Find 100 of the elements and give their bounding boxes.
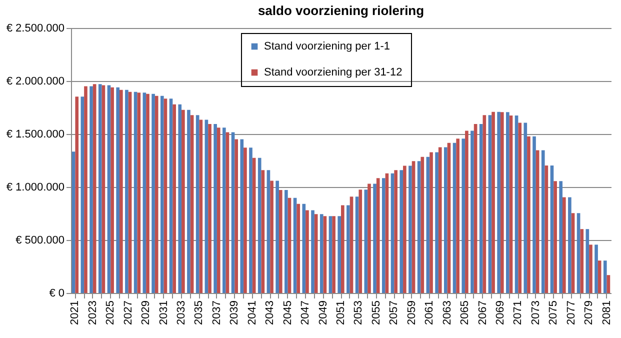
x-tick-label: 2069	[494, 300, 506, 325]
x-tick-label: 2059	[406, 300, 418, 325]
y-tick-label: € 2.000.000	[6, 76, 64, 88]
bar	[470, 130, 474, 293]
bar	[527, 136, 530, 293]
bar	[296, 204, 300, 293]
bar	[562, 197, 566, 293]
bar	[355, 196, 359, 293]
bar	[288, 198, 292, 293]
x-tick-label: 2047	[300, 300, 312, 325]
bar	[320, 214, 324, 293]
bar	[332, 216, 336, 293]
y-tick-label: € 2.500.000	[6, 22, 64, 34]
bar	[598, 260, 602, 293]
bar	[278, 190, 282, 293]
bar	[358, 190, 362, 293]
bar	[580, 229, 584, 293]
bar	[160, 96, 164, 293]
bar	[261, 170, 265, 293]
bar	[408, 166, 412, 293]
bar	[244, 148, 247, 293]
x-tick-label: 2041	[246, 300, 258, 325]
bar	[137, 92, 141, 293]
bar	[116, 87, 120, 293]
bar	[594, 244, 598, 293]
bar	[373, 184, 376, 293]
bar	[234, 139, 238, 293]
bar	[199, 120, 203, 293]
y-tick-label: € 0	[49, 288, 64, 300]
bar	[75, 96, 79, 293]
bar	[146, 94, 150, 293]
bar	[385, 173, 389, 293]
bar	[550, 165, 554, 293]
bar	[293, 198, 297, 293]
bar	[444, 147, 448, 293]
bar	[128, 92, 132, 293]
bar	[465, 130, 468, 293]
bar	[314, 214, 318, 293]
bar	[306, 210, 309, 293]
x-tick-label: 2075	[548, 300, 560, 325]
bar	[107, 85, 111, 293]
bar	[252, 158, 256, 293]
bar	[216, 128, 220, 293]
bar	[420, 156, 424, 293]
y-tick-label: € 500.000	[16, 234, 64, 246]
bar	[417, 161, 421, 293]
x-tick-label: 2045	[282, 300, 294, 325]
bar	[110, 87, 114, 293]
bar	[536, 150, 540, 293]
x-tick-label: 2029	[140, 300, 152, 325]
bar	[120, 90, 123, 293]
x-tick-label: 2043	[264, 300, 276, 325]
bar	[152, 94, 155, 293]
bar	[190, 115, 194, 293]
bar	[435, 152, 438, 293]
bar	[559, 181, 562, 293]
bar	[488, 115, 492, 293]
x-tick-label: 2055	[370, 300, 382, 325]
y-tick-label: € 1.500.000	[6, 128, 64, 140]
bar	[554, 181, 557, 293]
bar	[403, 166, 406, 293]
bar	[249, 148, 252, 293]
bar	[462, 138, 466, 293]
x-tick-label: 2049	[317, 300, 330, 325]
bar	[208, 124, 212, 293]
legend-label: Stand voorziening per 1-1	[264, 40, 390, 52]
bar	[492, 112, 495, 293]
bar	[169, 98, 173, 293]
bar	[524, 122, 528, 293]
bar	[284, 190, 288, 293]
x-tick-label: 2037	[210, 300, 223, 325]
bar	[187, 110, 190, 293]
bar	[456, 138, 460, 293]
bar	[80, 96, 84, 293]
bar	[426, 156, 430, 293]
bar	[178, 104, 182, 293]
bar	[125, 90, 128, 293]
bar	[350, 196, 354, 293]
x-tick-label: 2065	[459, 300, 472, 325]
x-tick-label: 2063	[441, 300, 454, 325]
x-tick-label: 2067	[476, 300, 489, 325]
x-tick-label: 2077	[565, 300, 578, 325]
bar	[430, 152, 433, 293]
bar	[479, 124, 483, 293]
bar	[452, 142, 456, 293]
chart-title: saldo voorziening riolering	[258, 3, 424, 18]
x-tick-label: 2061	[424, 300, 436, 325]
x-tick-label: 2073	[530, 300, 542, 325]
bar	[576, 213, 580, 293]
bar	[438, 147, 442, 293]
bar	[231, 132, 235, 293]
x-tick-label: 2051	[335, 300, 347, 325]
x-tick-label: 2035	[193, 300, 206, 325]
bar	[412, 161, 416, 293]
bar	[154, 96, 158, 293]
x-tick-label: 2033	[176, 300, 188, 325]
x-tick-label: 2079	[583, 300, 596, 325]
bar	[258, 158, 262, 293]
x-tick-label: 2071	[512, 300, 524, 325]
bar	[589, 244, 592, 293]
